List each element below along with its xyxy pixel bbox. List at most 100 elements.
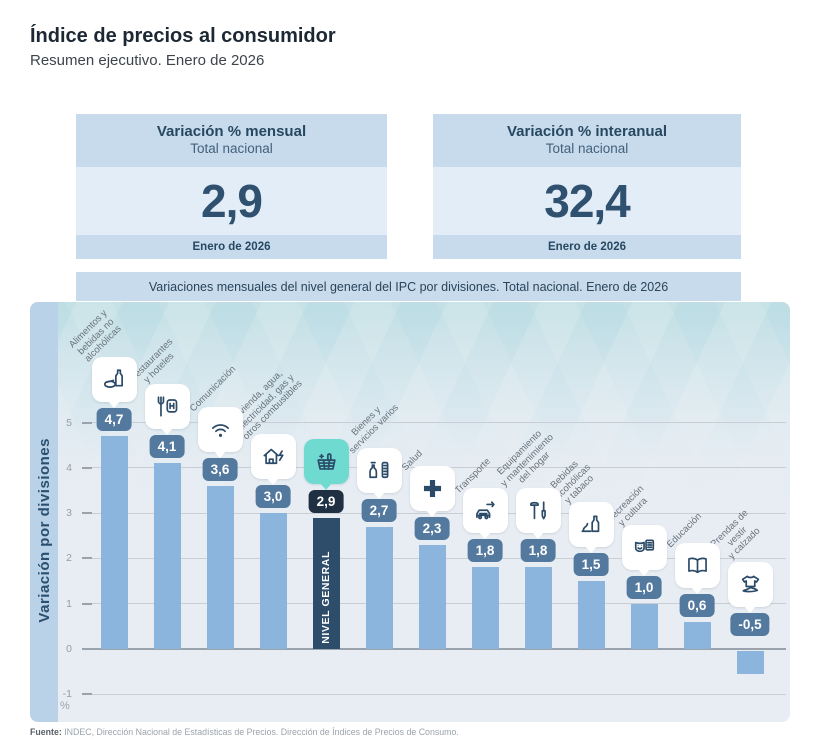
- chart-panel: Variación por divisiones % 5 4 3 2 1 0 -1 4,7 Al…: [30, 302, 790, 722]
- division-icon-bubble: [356, 447, 402, 499]
- goods-icon: [366, 457, 393, 484]
- card-period: Enero de 2026: [76, 235, 387, 259]
- monthly-variation-value: 2,9: [201, 175, 263, 227]
- tick-mark: [82, 557, 92, 560]
- bubble-pointer: [691, 586, 703, 594]
- card-body: 32,4: [433, 167, 741, 235]
- y-tick-label: 0: [66, 643, 72, 655]
- bar-value-pill: 3,0: [255, 485, 291, 509]
- bar-value-pill: 3,6: [202, 457, 238, 481]
- basket-icon: [313, 448, 340, 475]
- bubble-pointer: [267, 478, 279, 486]
- division-icon-bubble: [144, 384, 190, 436]
- yearly-variation-card: Variación % interanual Total nacional 32…: [433, 114, 741, 259]
- nivel-general-bar-label: NIVEL GENERAL: [320, 551, 332, 644]
- bar-value-pill: -0,5: [730, 613, 770, 636]
- health-cross-icon: [419, 475, 446, 502]
- y-tick-label: -1: [62, 688, 72, 701]
- bar-value-pill: 4,1: [149, 435, 185, 459]
- division-icon-bubble: [91, 357, 137, 409]
- yearly-variation-value: 32,4: [544, 175, 631, 227]
- chart-bar: [206, 485, 234, 649]
- card-body: 2,9: [76, 167, 387, 235]
- card-title: Variación % interanual: [506, 123, 668, 140]
- chart-bar: [683, 621, 711, 649]
- chart-bar: [736, 651, 764, 674]
- bubble-pointer: [426, 509, 438, 517]
- bubble-pointer: [161, 428, 173, 436]
- drinks-tobacco-icon: [578, 511, 605, 538]
- monthly-variation-card: Variación % mensual Total nacional 2,9 E…: [76, 114, 387, 259]
- bar-value-pill: 2,9: [308, 489, 344, 513]
- division-icon-bubble: [303, 438, 349, 490]
- chart-bar: [259, 513, 287, 649]
- wifi-icon: [207, 416, 234, 443]
- tick-mark: [82, 602, 92, 605]
- division-icon-bubble: [462, 488, 508, 540]
- y-tick-label: 1: [66, 597, 72, 610]
- division-icon-bubble: [568, 502, 614, 554]
- tick-mark: [82, 421, 92, 424]
- division-icon-bubble: [409, 465, 455, 517]
- chart-bar: NIVEL GENERAL: [312, 517, 340, 649]
- tick-mark: [82, 693, 92, 696]
- bubble-pointer: [214, 450, 226, 458]
- division-label: Bienes y servicios varios: [346, 401, 401, 456]
- bar-value-pill: 2,3: [414, 516, 450, 540]
- card-header: Variación % interanual Total nacional: [433, 114, 741, 167]
- bubble-pointer: [108, 401, 120, 409]
- house-energy-icon: [260, 443, 287, 470]
- division-icon-bubble: [674, 542, 720, 594]
- education-icon: [684, 552, 711, 579]
- bubble-pointer: [532, 532, 544, 540]
- source-note: Fuente: INDEC, Dirección Nacional de Est…: [30, 727, 459, 737]
- chart-bar: [577, 581, 605, 649]
- chart-title: Variaciones mensuales del nivel general …: [76, 272, 741, 301]
- bubble-pointer: [744, 606, 756, 613]
- chart-background: [30, 302, 790, 722]
- source-label: Fuente:: [30, 727, 62, 737]
- chart-bar: [100, 436, 128, 649]
- page-title: Índice de precios al consumidor: [30, 25, 336, 48]
- transport-icon: [472, 497, 499, 524]
- bar-value-pill: 1,8: [520, 539, 556, 563]
- chart-bar: [365, 526, 393, 649]
- bubble-pointer: [479, 532, 491, 540]
- clothing-icon: [737, 571, 764, 598]
- division-icon-bubble: [197, 406, 243, 458]
- tick-mark: [82, 466, 92, 469]
- food-icon: [101, 366, 128, 393]
- bubble-pointer: [638, 568, 650, 576]
- card-title: Variación % mensual: [156, 123, 307, 140]
- y-tick-label: 5: [66, 416, 72, 429]
- card-subtitle: Total nacional: [545, 141, 629, 156]
- chart-bar: [153, 463, 181, 649]
- chart-bar: [418, 544, 446, 649]
- y-axis-title-band: Variación por divisiones: [30, 302, 58, 722]
- bubble-pointer: [585, 546, 597, 554]
- bar-value-pill: 1,5: [573, 553, 609, 577]
- card-subtitle: Total nacional: [190, 141, 273, 156]
- y-tick-label: 3: [66, 507, 72, 520]
- page-subtitle: Resumen ejecutivo. Enero de 2026: [30, 52, 265, 69]
- gridline: [84, 693, 786, 695]
- bar-value-pill: 1,8: [467, 539, 503, 563]
- y-tick-label: 4: [66, 461, 72, 474]
- division-icon-bubble: [621, 524, 667, 576]
- bar-value-pill: 1,0: [626, 575, 662, 599]
- division-icon-bubble: [515, 488, 561, 540]
- bar-value-pill: 0,6: [679, 593, 715, 617]
- division-icon-bubble: [250, 434, 296, 486]
- source-text: INDEC, Dirección Nacional de Estadística…: [64, 727, 459, 737]
- bubble-pointer: [320, 482, 332, 490]
- chart-bar: [524, 567, 552, 649]
- chart-bar: [471, 567, 499, 649]
- tick-mark: [82, 512, 92, 515]
- plot-area: % 5 4 3 2 1 0 -1 4,7 Alimentos y bebidas no alco…: [30, 302, 790, 722]
- gridline: [84, 648, 786, 650]
- recreation-icon: [631, 534, 658, 561]
- gridline: [84, 422, 786, 423]
- card-period: Enero de 2026: [433, 235, 741, 259]
- bar-value-pill: 4,7: [96, 408, 132, 432]
- unit-label: %: [60, 700, 70, 712]
